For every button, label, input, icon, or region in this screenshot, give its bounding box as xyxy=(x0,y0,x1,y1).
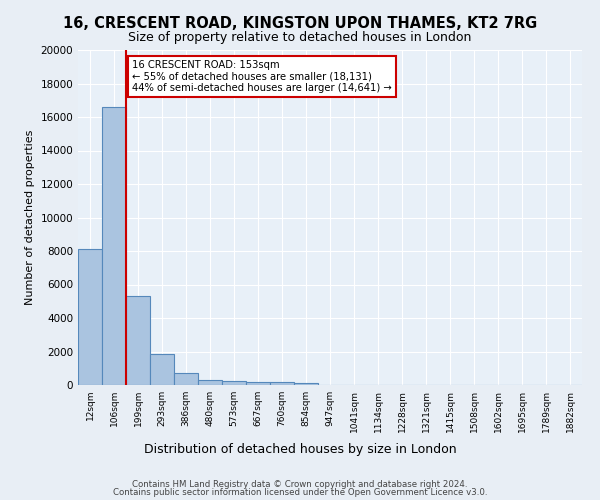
Bar xyxy=(270,382,294,385)
Text: Contains public sector information licensed under the Open Government Licence v3: Contains public sector information licen… xyxy=(113,488,487,497)
Bar xyxy=(102,107,126,385)
Bar xyxy=(294,383,318,385)
Bar xyxy=(126,296,150,385)
Bar xyxy=(174,374,198,385)
Bar xyxy=(198,380,222,385)
Bar xyxy=(246,382,270,385)
Text: Size of property relative to detached houses in London: Size of property relative to detached ho… xyxy=(128,31,472,44)
Text: Distribution of detached houses by size in London: Distribution of detached houses by size … xyxy=(143,442,457,456)
Text: 16, CRESCENT ROAD, KINGSTON UPON THAMES, KT2 7RG: 16, CRESCENT ROAD, KINGSTON UPON THAMES,… xyxy=(63,16,537,31)
Text: 16 CRESCENT ROAD: 153sqm
← 55% of detached houses are smaller (18,131)
44% of se: 16 CRESCENT ROAD: 153sqm ← 55% of detach… xyxy=(132,60,392,93)
Y-axis label: Number of detached properties: Number of detached properties xyxy=(25,130,35,305)
Bar xyxy=(222,381,246,385)
Bar xyxy=(150,354,174,385)
Bar xyxy=(78,250,102,385)
Text: Contains HM Land Registry data © Crown copyright and database right 2024.: Contains HM Land Registry data © Crown c… xyxy=(132,480,468,489)
